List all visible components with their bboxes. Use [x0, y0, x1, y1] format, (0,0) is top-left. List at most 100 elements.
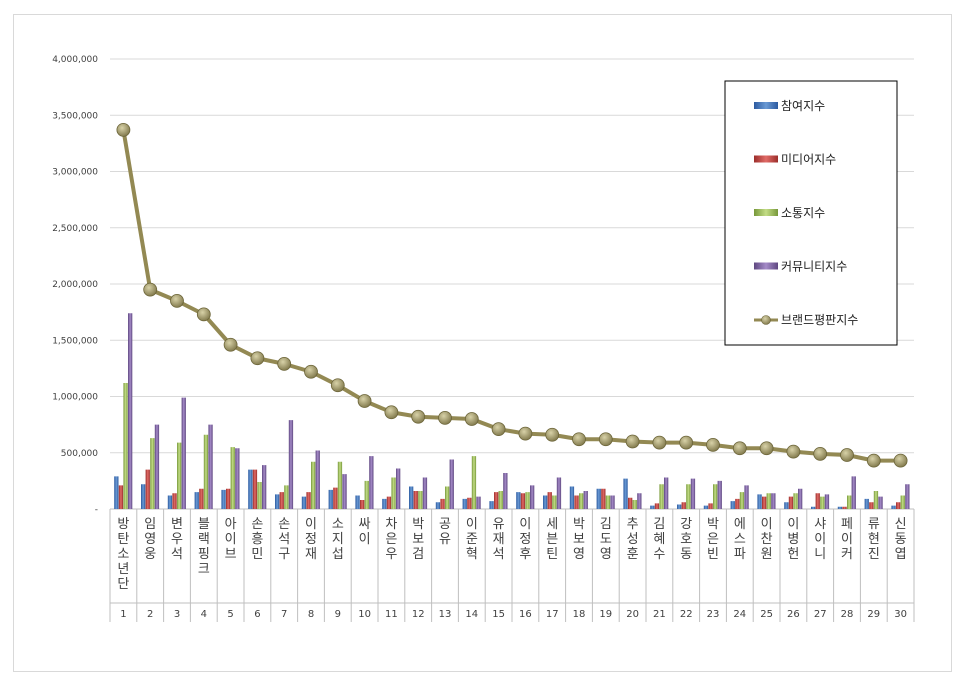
bar — [498, 491, 503, 509]
line-marker — [679, 435, 694, 450]
legend-marker — [761, 315, 771, 325]
bar — [713, 484, 718, 509]
bar — [172, 493, 177, 509]
bar — [275, 494, 280, 509]
bar — [449, 459, 454, 509]
bar — [118, 485, 124, 509]
bar — [114, 476, 119, 509]
bar — [235, 448, 240, 509]
line-marker — [384, 405, 399, 420]
bar — [793, 493, 798, 509]
bar — [369, 456, 374, 509]
rank-label: 25 — [760, 609, 773, 620]
bar — [896, 502, 901, 509]
bar — [547, 492, 552, 509]
bar — [199, 488, 204, 509]
rank-label: 24 — [733, 609, 746, 620]
legend-label: 미디어지수 — [781, 153, 836, 167]
bar — [735, 498, 740, 509]
bar — [628, 497, 633, 509]
bar — [279, 492, 284, 509]
bar — [306, 492, 311, 509]
bar — [177, 442, 182, 509]
line-marker — [572, 432, 586, 447]
bar — [677, 504, 682, 509]
bar — [435, 502, 441, 509]
bar — [145, 469, 150, 509]
bar — [601, 488, 606, 509]
bar — [637, 493, 642, 509]
rank-label: 28 — [841, 609, 854, 620]
bar — [788, 496, 794, 509]
rank-label: 30 — [894, 609, 907, 620]
rank-label: 11 — [385, 609, 398, 620]
bar — [471, 456, 477, 509]
bar — [396, 468, 401, 509]
bar — [842, 506, 847, 509]
bar — [690, 478, 696, 509]
bar — [681, 502, 686, 509]
legend-swatch — [754, 155, 778, 163]
rank-label: 29 — [867, 609, 880, 620]
bar — [221, 489, 226, 509]
bar — [226, 488, 231, 509]
bar — [610, 495, 615, 509]
y-tick-label: 4,000,000 — [52, 55, 98, 65]
line-marker — [411, 409, 426, 424]
bar — [771, 493, 776, 509]
bar — [194, 492, 199, 509]
rank-label: 27 — [814, 609, 827, 620]
x-axis: 방 탄 소 년 단 1 임 영 웅 2 변 우 석 3 블 랙 핑 크 4 아 이 브 5 손 흥 민 6 손 석 구 7 이 정 재 8 소 지 섭 9 싸… — [109, 509, 915, 622]
rank-label: 18 — [573, 609, 586, 620]
brand-reputation-line — [116, 122, 908, 468]
bar — [167, 495, 173, 509]
rank-label: 12 — [412, 609, 425, 620]
bar — [552, 495, 557, 509]
bar — [878, 496, 883, 509]
line-marker — [223, 337, 238, 352]
bar — [230, 447, 235, 509]
legend-box — [724, 80, 898, 346]
line-marker — [438, 410, 452, 425]
bar — [391, 477, 396, 509]
y-tick-label: 1,500,000 — [52, 336, 98, 346]
bar — [596, 488, 601, 509]
y-tick-label: 3,000,000 — [52, 168, 98, 178]
bar — [150, 438, 155, 509]
line-marker — [866, 453, 881, 468]
bar — [364, 480, 369, 509]
y-tick-label: 3,500,000 — [52, 111, 98, 121]
bar — [659, 484, 664, 509]
bars — [114, 313, 910, 509]
rank-label: 7 — [281, 609, 287, 620]
bar — [900, 495, 905, 509]
rank-label: 10 — [358, 609, 371, 620]
bar — [811, 506, 816, 509]
bar — [784, 502, 789, 509]
rank-label: 3 — [174, 609, 180, 620]
bar — [766, 493, 771, 509]
bar — [579, 493, 584, 509]
rank-label: 9 — [335, 609, 341, 620]
rank-label: 22 — [680, 609, 693, 620]
